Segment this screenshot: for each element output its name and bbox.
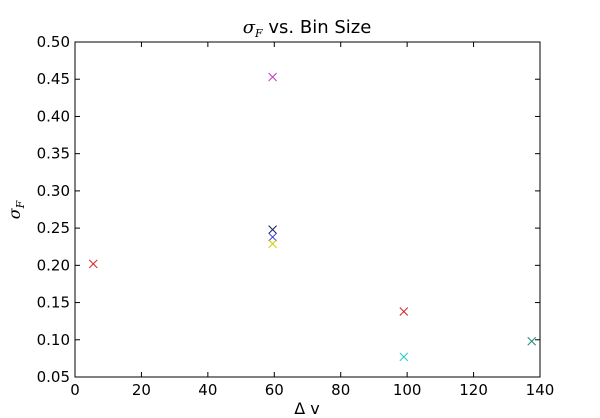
data-points xyxy=(88,72,537,362)
data-point xyxy=(268,225,277,234)
y-tick-label: 0.40 xyxy=(37,107,70,125)
x-tick-label: 0 xyxy=(70,381,80,399)
data-point xyxy=(268,232,277,242)
y-tick-label: 0.45 xyxy=(37,70,70,88)
plot-area xyxy=(74,41,541,378)
x-tick-label: 120 xyxy=(459,381,488,399)
axis-ticks xyxy=(74,41,541,378)
data-point xyxy=(268,72,277,82)
y-tick-label: 0.50 xyxy=(37,33,70,51)
title-subscript: F xyxy=(254,27,263,40)
y-tick-label: 0.30 xyxy=(37,182,70,200)
title-symbol: σ xyxy=(243,17,256,38)
y-tick-label: 0.35 xyxy=(37,145,70,163)
chart-title: σF vs. Bin Size xyxy=(243,17,372,40)
y-tick-label: 0.05 xyxy=(37,368,70,386)
y-label-symbol: σ xyxy=(5,207,24,219)
x-axis-label: Δ v xyxy=(294,399,320,418)
y-tick-label: 0.10 xyxy=(37,331,70,349)
x-tick-label: 40 xyxy=(198,381,217,399)
y-label-subscript: F xyxy=(14,200,27,209)
y-tick-label: 0.15 xyxy=(37,294,70,312)
y-tick-label: 0.25 xyxy=(37,219,70,237)
y-axis-label: σF xyxy=(5,200,27,219)
y-tick-label: 0.20 xyxy=(37,256,70,274)
data-point xyxy=(88,259,98,269)
title-rest: vs. Bin Size xyxy=(263,17,372,38)
x-tick-label: 100 xyxy=(393,381,422,399)
data-point xyxy=(399,352,409,362)
axis-tick-labels: 0 20 40 60 80 100 120 140 0.05 0.10 0.15 0.20 0.25 0.… xyxy=(37,33,555,399)
data-point xyxy=(527,336,537,346)
x-tick-label: 80 xyxy=(331,381,350,399)
data-point xyxy=(268,239,277,249)
x-tick-label: 20 xyxy=(132,381,151,399)
data-point xyxy=(399,307,409,316)
x-tick-label: 140 xyxy=(526,381,555,399)
x-tick-label: 60 xyxy=(265,381,284,399)
